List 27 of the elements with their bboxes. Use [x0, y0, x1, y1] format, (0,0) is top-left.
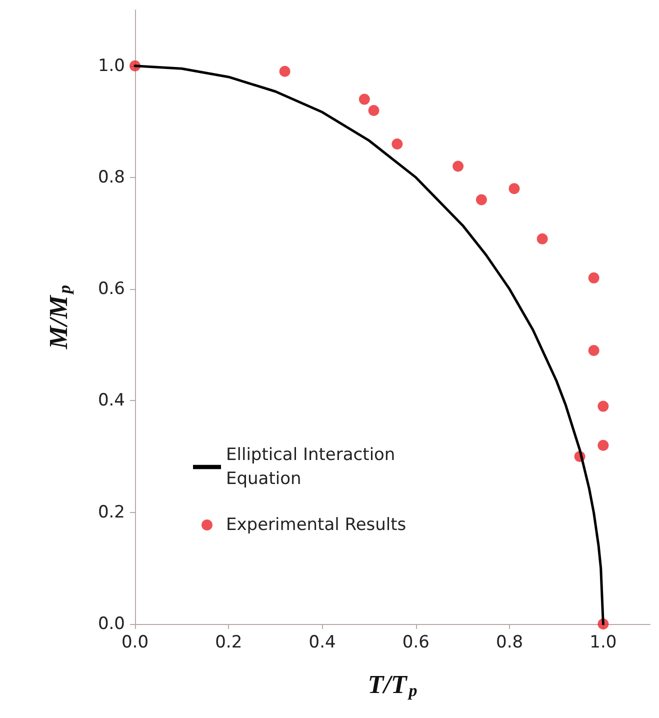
point	[279, 66, 290, 77]
y-tick-label: 0.6	[98, 279, 125, 300]
point	[536, 233, 548, 244]
y-tick-label: 0.0	[98, 614, 125, 634]
x-tick-label: 0.0	[121, 632, 149, 652]
point	[598, 400, 609, 412]
x-tick-label: 0.4	[308, 632, 336, 652]
point	[508, 183, 520, 194]
x-tick-label: 0.6	[402, 632, 430, 652]
point	[588, 344, 600, 356]
y-tick-label: 0.8	[98, 167, 125, 188]
point	[368, 104, 380, 116]
point	[452, 160, 464, 172]
x-tick-label: 1.0	[590, 632, 617, 652]
y-tick-label: 0.2	[98, 502, 125, 522]
x-tick-label: 0.8	[496, 632, 524, 652]
point	[392, 138, 403, 150]
legend-label: Experimental Results	[226, 515, 406, 535]
y-axis-title: M/Mp	[44, 285, 74, 350]
x-tick-label: 0.2	[215, 632, 242, 652]
point	[358, 94, 370, 105]
legend-label: Elliptical Interaction Equation	[226, 445, 401, 489]
point	[588, 272, 600, 284]
point	[476, 194, 487, 206]
y-tick-label: 1.0	[98, 56, 125, 76]
y-tick-label: 0.4	[98, 390, 125, 411]
point	[598, 440, 609, 451]
